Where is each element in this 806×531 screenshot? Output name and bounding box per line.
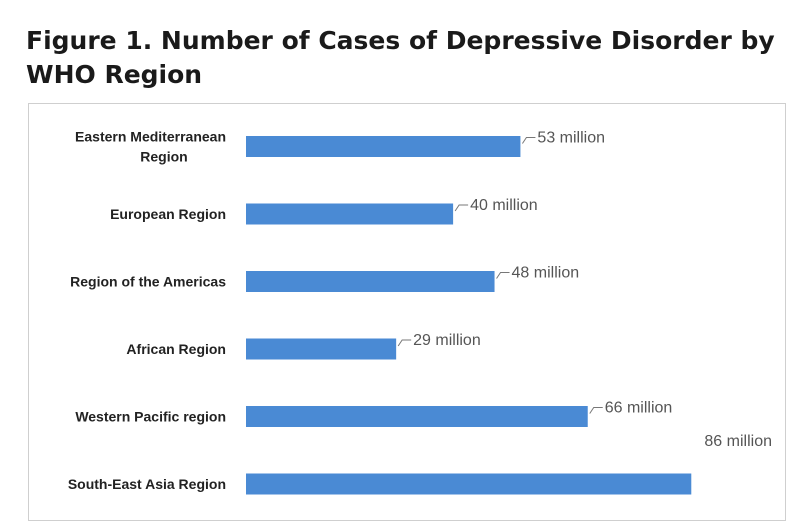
leader-line-3	[397, 339, 412, 347]
bar-0	[246, 136, 521, 157]
leader-line-0	[522, 137, 536, 144]
data-label-1: 40 million	[470, 197, 538, 214]
leader-line-1	[454, 204, 469, 212]
chart-title: Figure 1. Number of Cases of Depressive …	[26, 26, 775, 89]
data-label-4: 66 million	[605, 400, 673, 417]
data-label-3: 29 million	[413, 332, 481, 349]
data-label-2: 48 million	[512, 265, 580, 282]
chart-area	[28, 103, 786, 521]
bar-1	[246, 203, 454, 225]
bar-5	[246, 473, 692, 495]
bar-4	[246, 406, 588, 427]
leader-line-4	[589, 407, 603, 414]
category-label-0-line-0: Eastern Mediterranean	[75, 129, 226, 145]
category-label-0-line-1: Region	[140, 149, 187, 165]
bar-2	[246, 271, 495, 292]
data-label-5: 86 million	[704, 433, 772, 450]
category-label-4: Western Pacific region	[75, 409, 226, 425]
category-label-3: African Region	[126, 341, 226, 357]
category-label-2: Region of the Americas	[70, 274, 226, 290]
data-label-0: 53 million	[537, 130, 605, 147]
bar-3	[246, 338, 397, 360]
category-label-5: South-East Asia Region	[68, 476, 226, 492]
leader-line-2	[496, 272, 510, 279]
category-label-1: European Region	[110, 206, 226, 222]
